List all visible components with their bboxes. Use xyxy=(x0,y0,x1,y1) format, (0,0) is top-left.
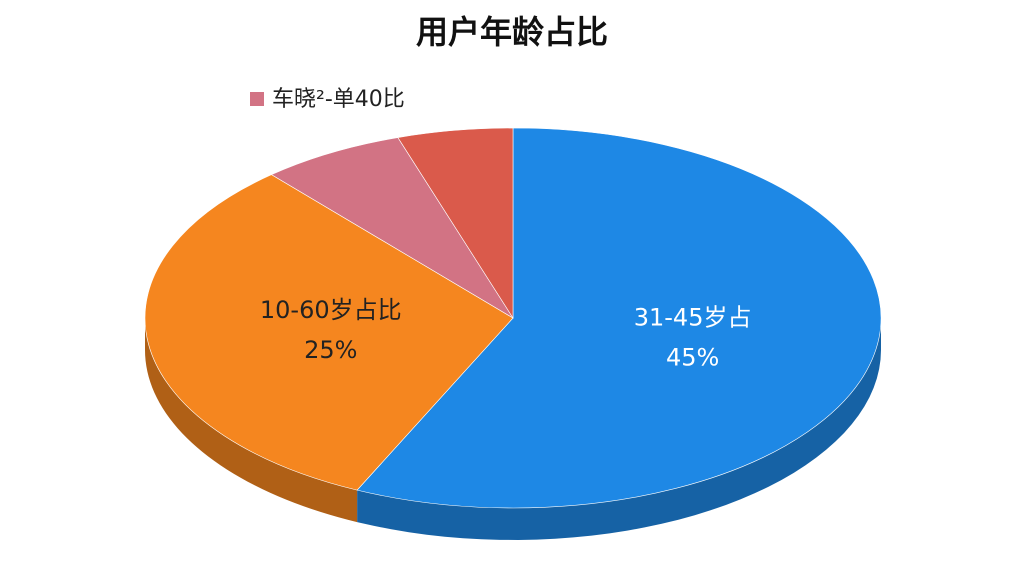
slice-label: 31-45岁占 xyxy=(634,304,752,332)
legend-label: 车晓²-单40比 xyxy=(272,87,405,112)
chart-title: 用户年龄占比 xyxy=(416,13,608,51)
slice-label: 10-60岁占比 xyxy=(260,296,402,324)
pie-slice xyxy=(144,174,514,491)
value-label: 45% xyxy=(666,344,719,372)
pie-slice xyxy=(356,127,882,509)
pie-slice xyxy=(270,137,514,319)
slice-side xyxy=(145,318,358,523)
legend-swatch xyxy=(250,92,264,106)
pie-slice xyxy=(397,127,514,320)
value-label: 25% xyxy=(304,336,357,364)
slice-side xyxy=(357,318,881,540)
